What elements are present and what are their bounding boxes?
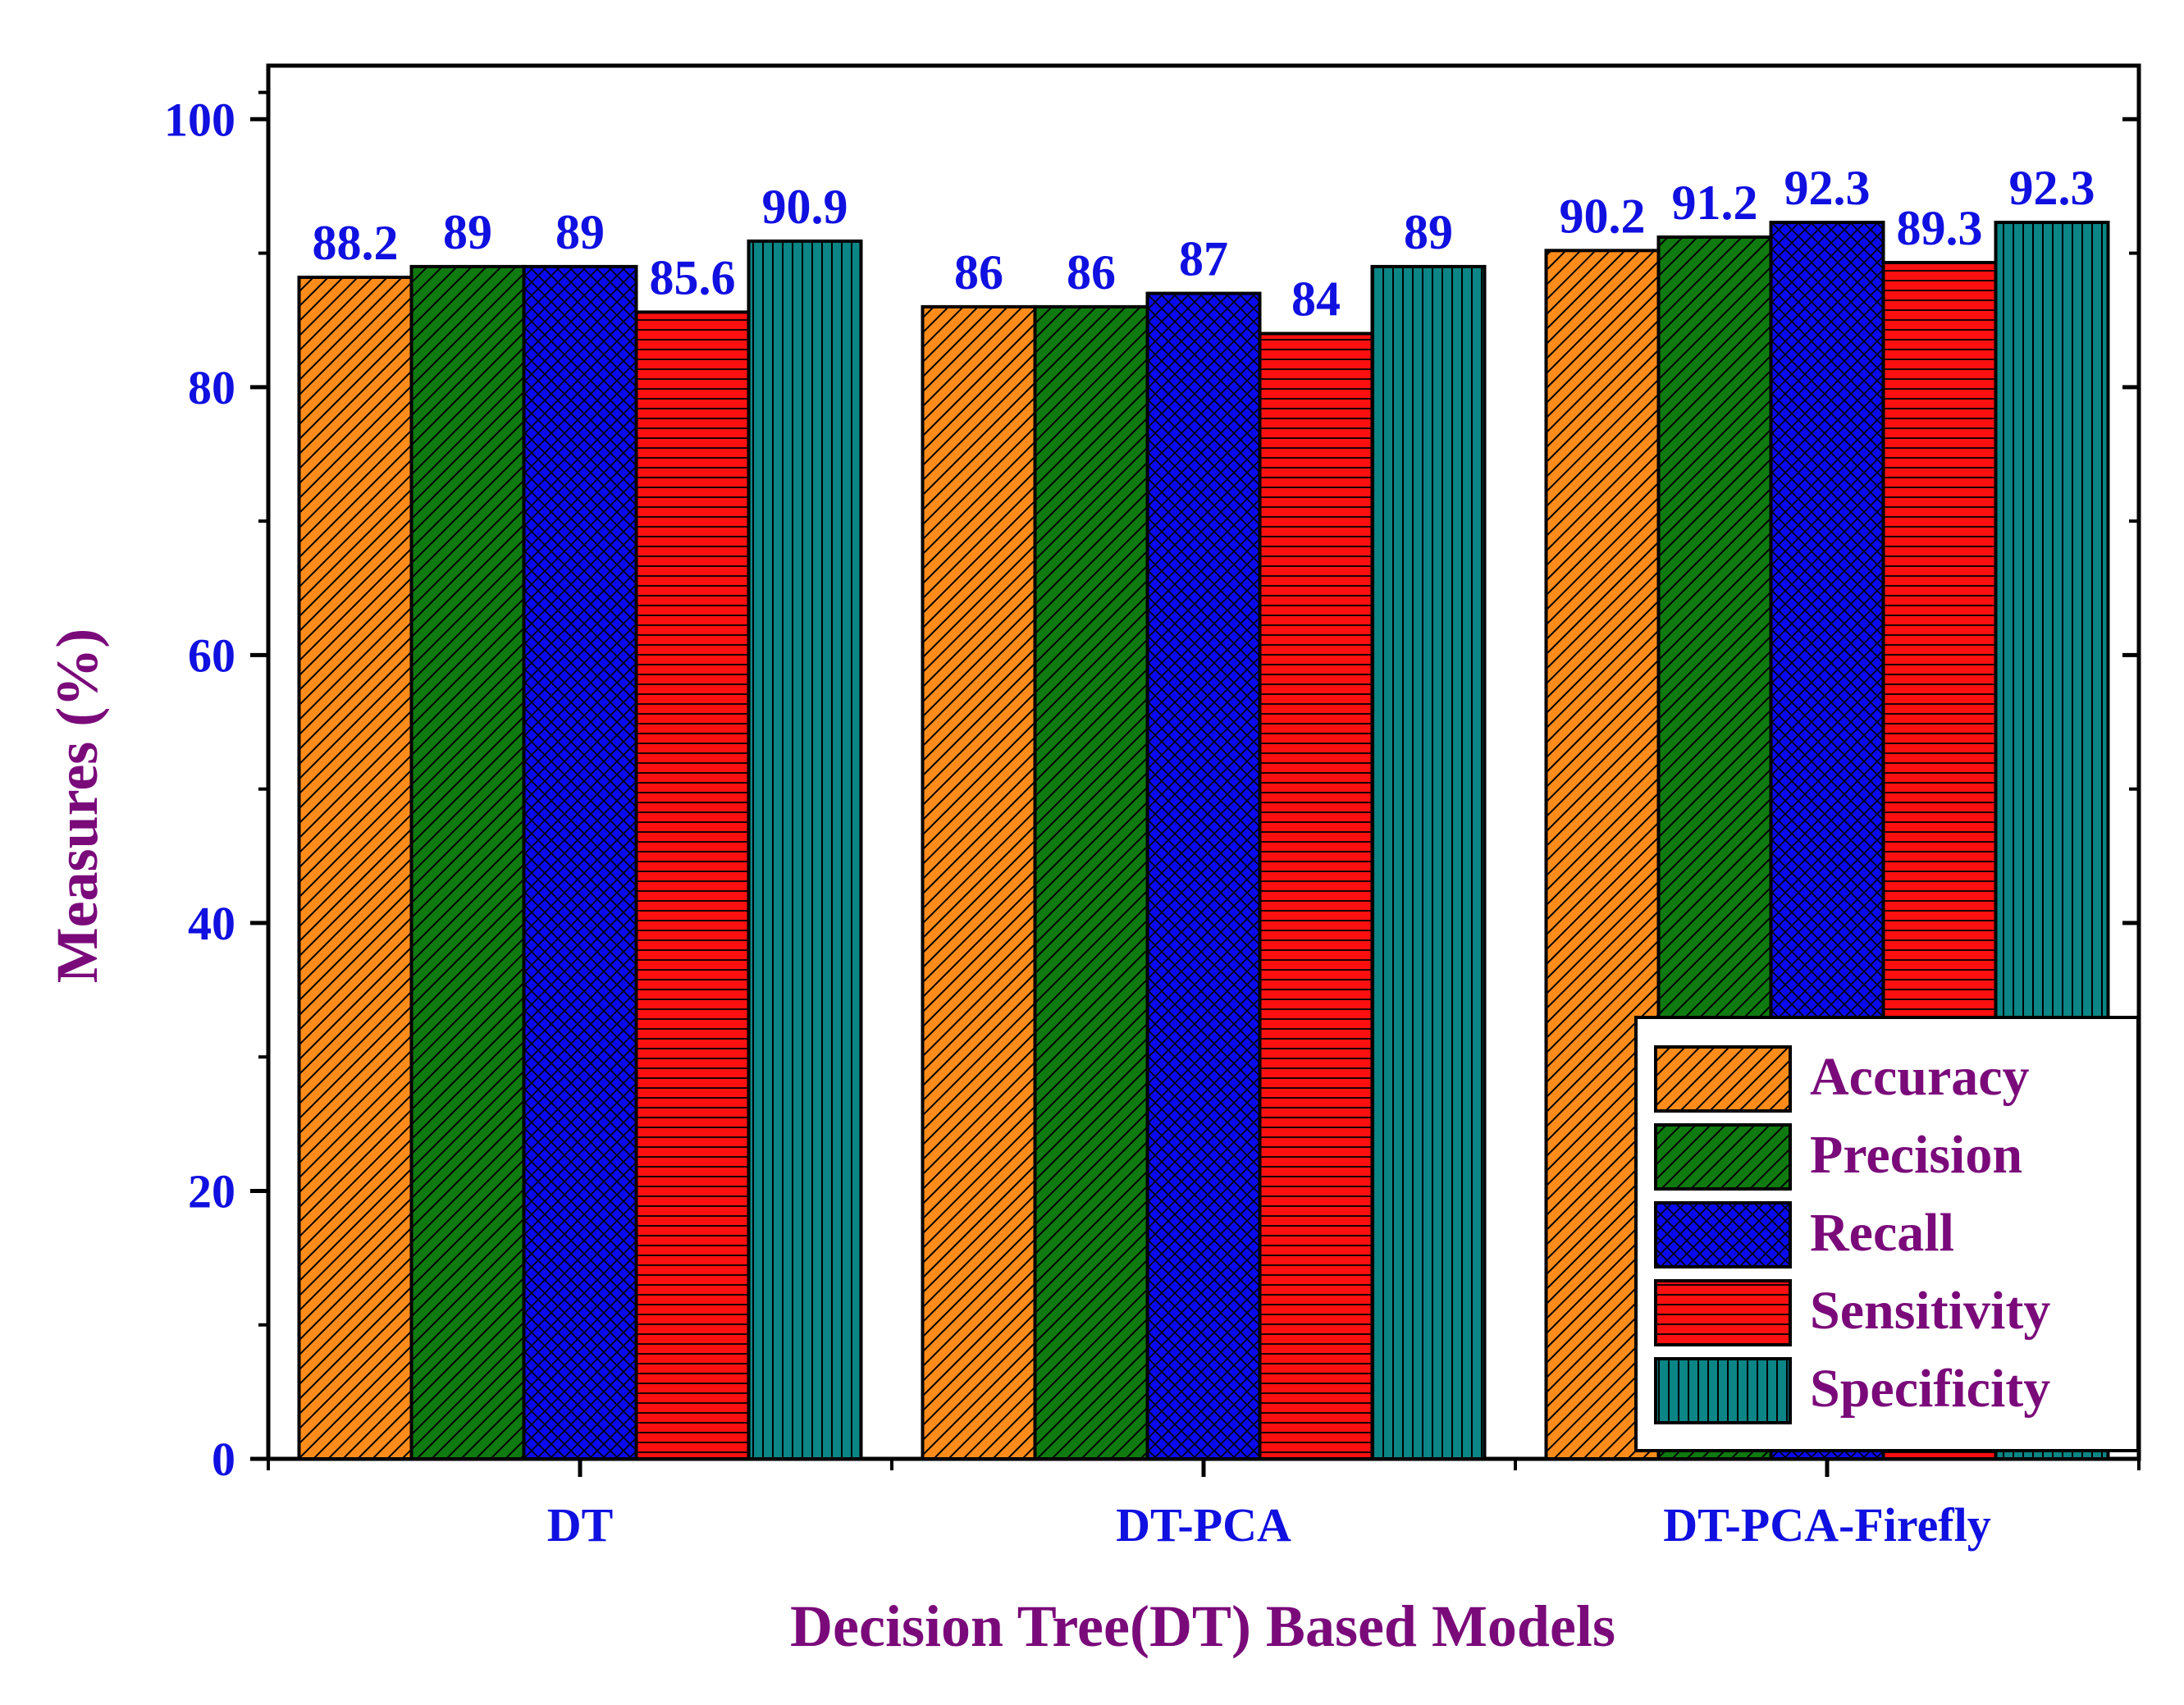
y-tick-label: 40 xyxy=(188,897,235,950)
bar-recall-dt-pca xyxy=(1145,291,1262,1460)
x-tick-label: DT-PCA-Firefly xyxy=(1663,1498,1991,1552)
y-tick-label: 60 xyxy=(188,629,235,682)
legend-swatch-sensitivity xyxy=(1654,1279,1792,1346)
legend-label-recall: Recall xyxy=(1810,1203,1954,1263)
legend-swatch-recall xyxy=(1654,1201,1792,1268)
legend-label-precision: Precision xyxy=(1810,1125,2022,1185)
legend-label-sensitivity: Sensitivity xyxy=(1810,1281,2050,1341)
data-label: 92.3 xyxy=(2009,161,2095,215)
bar-accuracy-dt xyxy=(297,275,413,1461)
bar-sensitivity-dt xyxy=(634,310,751,1460)
data-label: 89 xyxy=(555,205,605,259)
data-label: 89 xyxy=(443,205,492,259)
y-tick-label: 100 xyxy=(164,93,235,146)
legend: Accuracy Precision Recall Sensitivity Specif… xyxy=(1634,1016,2140,1452)
data-label: 91.2 xyxy=(1672,176,1758,230)
data-label: 84 xyxy=(1291,272,1341,327)
y-tick-label: 80 xyxy=(188,361,235,414)
data-label: 88.2 xyxy=(313,216,399,270)
data-label: 86 xyxy=(954,245,1003,299)
data-label: 90.9 xyxy=(762,180,848,234)
data-labels-layer: 88.2 89 89 85.6 90.9 86 86 87 84 89 90.2 91.2 92.3 89… xyxy=(313,161,2095,327)
data-label: 92.3 xyxy=(1784,161,1871,215)
x-tick-label: DT xyxy=(547,1498,614,1552)
data-label: 89.3 xyxy=(1897,201,1983,255)
data-label: 90.2 xyxy=(1560,189,1646,243)
legend-label-specificity: Specificity xyxy=(1810,1359,2050,1419)
data-label: 89 xyxy=(1404,205,1453,259)
bar-specificity-dt-pca xyxy=(1370,264,1487,1461)
y-axis-title: Measures (%) xyxy=(44,629,110,984)
bar-sensitivity-dt-pca xyxy=(1258,331,1374,1460)
bar-specificity-dt xyxy=(747,239,863,1460)
x-axis-title: Decision Tree(DT) Based Models xyxy=(790,1593,1615,1659)
y-tick-label: 20 xyxy=(188,1164,235,1218)
ticks-layer: 0 20 40 60 80 100 DT DT-PCA DT-PCA-Firefly xyxy=(164,90,2141,1552)
data-label: 86 xyxy=(1067,245,1116,299)
bar-precision-dt xyxy=(409,264,526,1461)
bar-recall-dt xyxy=(522,264,638,1461)
data-label: 85.6 xyxy=(650,250,736,304)
legend-swatch-accuracy xyxy=(1654,1045,1792,1113)
data-label: 87 xyxy=(1179,232,1228,286)
bar-accuracy-dt-pca xyxy=(921,304,1037,1460)
x-tick-label: DT-PCA xyxy=(1116,1498,1291,1552)
legend-swatch-precision xyxy=(1654,1123,1792,1191)
legend-swatch-specificity xyxy=(1654,1357,1792,1424)
y-tick-label: 0 xyxy=(212,1433,235,1486)
legend-label-accuracy: Accuracy xyxy=(1810,1047,2030,1107)
bar-precision-dt-pca xyxy=(1033,304,1149,1460)
